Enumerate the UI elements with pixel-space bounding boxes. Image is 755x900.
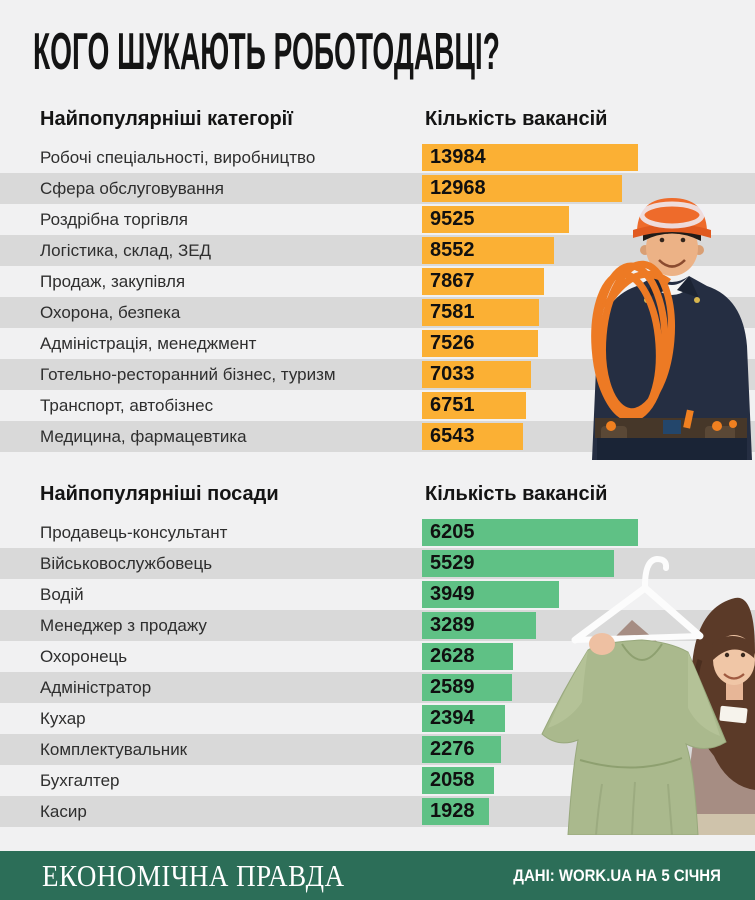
category-label: Військовослужбовець (40, 554, 213, 573)
chart-row: Робочі спеціальності, виробництво 13984 (0, 142, 755, 173)
vacancy-bar: 2058 (422, 767, 494, 794)
category-label: Роздрібна торгівля (40, 210, 188, 229)
vacancy-bar: 12968 (422, 175, 622, 202)
category-label: Кухар (40, 709, 86, 728)
vacancy-bar: 5529 (422, 550, 614, 577)
section-header: Найпопулярніші категорії Кількість вакан… (0, 104, 755, 142)
category-label: Менеджер з продажу (40, 616, 207, 635)
chart-rows: Продавець-консультант 6205 Військовослужбо… (0, 517, 755, 827)
section-title: Найпопулярніші категорії (40, 108, 293, 130)
infographic-title: КОГО ШУКАЮТЬ РОБОТОДАВЦІ? (33, 23, 500, 81)
vacancy-bar: 6751 (422, 392, 526, 419)
chart-row: Комплектувальник 2276 (0, 734, 755, 765)
chart-row: Менеджер з продажу 3289 (0, 610, 755, 641)
section-header: Найпопулярніші посади Кількість вакансій (0, 479, 755, 517)
section-categories: Найпопулярніші категорії Кількість вакан… (0, 104, 755, 452)
vacancy-bar: 1928 (422, 798, 489, 825)
footer: ЕКОНОМІЧНА ПРАВДА ДАНІ: WORK.UA НА 5 СІЧ… (0, 851, 755, 900)
brand-logo: ЕКОНОМІЧНА ПРАВДА (42, 857, 345, 893)
category-label: Робочі спеціальності, виробництво (40, 148, 316, 167)
chart-row: Кухар 2394 (0, 703, 755, 734)
category-label: Продавець-консультант (40, 523, 228, 542)
category-label: Медицина, фармацевтика (40, 427, 247, 446)
vacancy-bar: 7033 (422, 361, 531, 388)
chart-row: Водій 3949 (0, 579, 755, 610)
category-label: Водій (40, 585, 84, 604)
vacancy-bar: 6543 (422, 423, 523, 450)
chart-row: Продаж, закупівля 7867 (0, 266, 755, 297)
chart-row: Військовослужбовець 5529 (0, 548, 755, 579)
category-label: Комплектувальник (40, 740, 188, 759)
chart-row: Роздрібна торгівля 9525 (0, 204, 755, 235)
chart-rows: Робочі спеціальності, виробництво 13984 Сф… (0, 142, 755, 452)
vacancy-bar: 13984 (422, 144, 638, 171)
section-title: Найпопулярніші посади (40, 483, 279, 505)
vacancy-bar: 6205 (422, 519, 638, 546)
vacancy-bar: 9525 (422, 206, 569, 233)
value-column-header: Кількість вакансій (425, 108, 608, 130)
chart-row: Продавець-консультант 6205 (0, 517, 755, 548)
category-label: Охоронець (40, 647, 128, 666)
vacancy-bar: 2394 (422, 705, 505, 732)
vacancy-bar: 2628 (422, 643, 513, 670)
chart-row: Бухгалтер 2058 (0, 765, 755, 796)
chart-row: Логістика, склад, ЗЕД 8552 (0, 235, 755, 266)
category-label: Сфера обслуговування (40, 179, 224, 198)
category-label: Бухгалтер (40, 771, 120, 790)
data-source: ДАНІ: WORK.UA НА 5 СІЧНЯ (513, 865, 721, 885)
category-label: Охорона, безпека (40, 303, 181, 322)
chart-row: Адміністрація, менеджмент 7526 (0, 328, 755, 359)
chart-row: Касир 1928 (0, 796, 755, 827)
chart-row: Охорона, безпека 7581 (0, 297, 755, 328)
section-positions: Найпопулярніші посади Кількість вакансій… (0, 479, 755, 827)
vacancy-bar: 7581 (422, 299, 539, 326)
vacancy-bar: 7526 (422, 330, 538, 357)
category-label: Касир (40, 802, 87, 821)
vacancy-bar: 2276 (422, 736, 501, 763)
chart-row: Готельно-ресторанний бізнес, туризм 7033 (0, 359, 755, 390)
chart-row: Медицина, фармацевтика 6543 (0, 421, 755, 452)
chart-row: Сфера обслуговування 12968 (0, 173, 755, 204)
value-column-header: Кількість вакансій (425, 483, 608, 505)
chart-row: Охоронець 2628 (0, 641, 755, 672)
category-label: Адміністратор (40, 678, 152, 697)
vacancy-bar: 2589 (422, 674, 512, 701)
vacancy-bar: 7867 (422, 268, 544, 295)
category-label: Готельно-ресторанний бізнес, туризм (40, 365, 336, 384)
vacancy-bar: 8552 (422, 237, 554, 264)
vacancy-bar: 3289 (422, 612, 536, 639)
chart-row: Адміністратор 2589 (0, 672, 755, 703)
vacancy-bar: 3949 (422, 581, 559, 608)
category-label: Транспорт, автобізнес (40, 396, 214, 415)
category-label: Адміністрація, менеджмент (40, 334, 257, 353)
chart-row: Транспорт, автобізнес 6751 (0, 390, 755, 421)
category-label: Продаж, закупівля (40, 272, 186, 291)
category-label: Логістика, склад, ЗЕД (40, 241, 212, 260)
